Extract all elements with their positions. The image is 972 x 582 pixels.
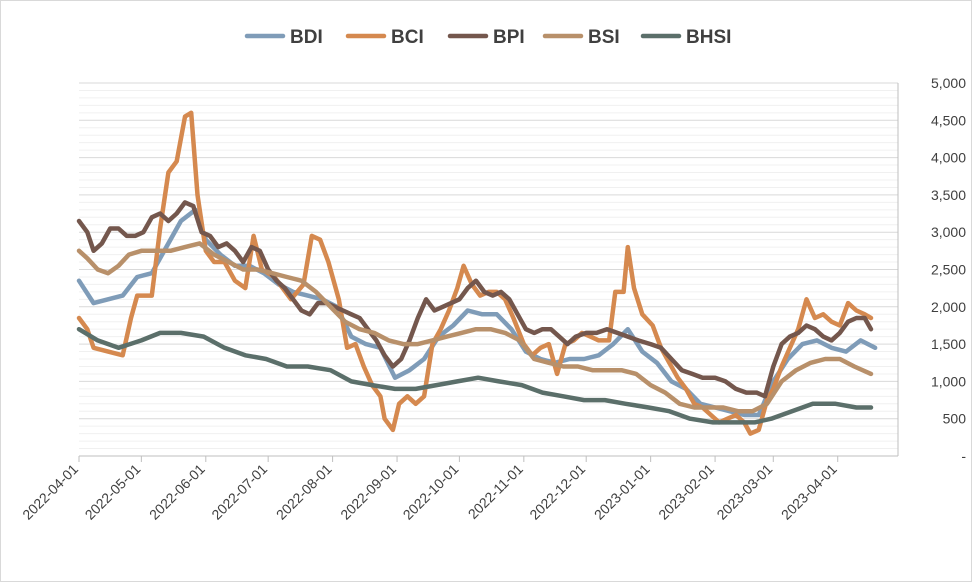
x-tick-label: 2022-08-01 [273,461,335,523]
series-line-bpi [76,200,874,399]
y-tick-label: - [961,448,966,464]
x-tick-label: 2023-01-01 [591,461,653,523]
x-tick-label: 2022-06-01 [146,461,208,523]
x-tick-label: 2022-11-01 [465,461,526,522]
legend-label-bsi: BSI [588,27,620,48]
x-tick-label: 2022-12-01 [526,461,588,523]
series-line-bhsi [76,326,874,425]
y-tick-label: 1,000 [931,373,966,389]
y-tick-label: 1,500 [931,336,966,352]
x-tick-label: 2022-10-01 [400,461,462,523]
series-line-bci [76,110,874,436]
x-tick-label: 2023-04-01 [778,461,840,523]
y-tick-label: 4,500 [931,112,966,128]
legend: BDI BCI BPI BSI BHSI [244,27,731,48]
x-tick-label: 2022-04-01 [19,461,81,523]
x-axis-labels: 2022-04-01 2022-05-01 2022-06-01 2022-07-01… [19,456,840,523]
legend-label-bci: BCI [391,27,424,48]
series-layer [76,110,878,436]
y-tick-label: 3,000 [931,224,966,240]
x-tick-label: 2023-03-01 [713,461,775,523]
y-axis-labels: - 500 1,000 1,500 2,000 2,500 3,000 3,500 4,000 4… [931,75,966,464]
legend-label-bpi: BPI [493,27,525,48]
axes [79,83,899,457]
y-tick-label: 500 [943,411,967,427]
y-tick-label: 2,500 [931,262,966,278]
x-tick-label: 2023-02-01 [655,461,717,523]
series-line-bdi [76,207,878,418]
x-tick-label: 2022-07-01 [208,461,270,523]
y-tick-label: 4,000 [931,150,966,166]
y-tick-label: 5,000 [931,75,966,91]
y-tick-label: 2,000 [931,299,966,315]
legend-label-bdi: BDI [290,27,323,48]
x-tick-label: 2022-05-01 [82,461,144,523]
grid-lines [79,82,898,457]
legend-label-bhsi: BHSI [686,27,731,48]
x-tick-label: 2022-09-01 [337,461,399,523]
series-line-bsi [76,241,874,414]
y-tick-label: 3,500 [931,187,966,203]
